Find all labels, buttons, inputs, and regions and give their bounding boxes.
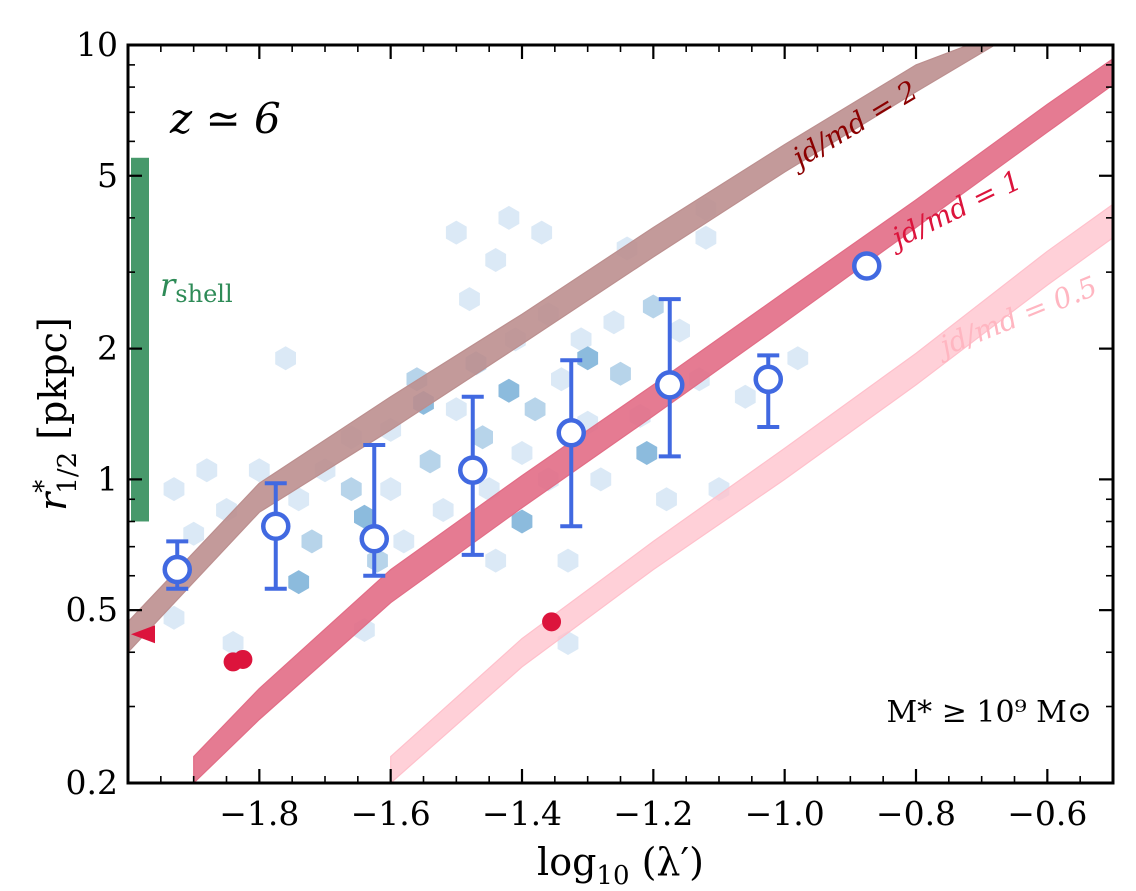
x-tick-label: −1.8 [219,794,299,833]
y-tick-label: 0.2 [66,763,118,802]
hexbin-cell [459,287,480,312]
hexbin-cell [248,458,270,483]
y-axis-label: r*1/2 [pkpc] [29,317,83,511]
hexbin-cell [570,327,592,352]
x-tick-label: −0.8 [876,794,956,833]
redshift-label: z ≃ 6 [169,94,281,143]
hexbin-cell [472,425,493,450]
hexbin-cell [196,458,218,483]
hexbin-cell [551,367,572,392]
hexbin-cell [183,521,205,546]
hexbin-cell [603,310,625,335]
median-point [162,554,192,585]
median-point [359,524,389,554]
hexbin-cell [498,378,520,403]
shell-layer [131,157,149,522]
points-layer [131,251,882,672]
median-point [655,370,685,400]
hexbin-cell [610,361,631,386]
y-tick-label: 0.5 [66,590,118,629]
y-tick-label: 2 [97,329,118,368]
hexbin-cell [485,548,507,573]
model-band-jd-md-0-5 [390,203,1113,783]
hexbin-cell [498,205,520,230]
hexbin-cell [511,509,533,534]
hexbin-cell [445,397,467,422]
hexbin-cell [669,318,690,343]
hexbin-cell [288,487,310,512]
hexbin-cell [432,498,454,522]
x-tick-label: −1.0 [745,794,825,833]
hexbin-cell [445,220,467,245]
hexbin-cell [485,248,507,272]
hexbin-layer [163,196,809,655]
model-bands-layer [128,45,1113,783]
y-tick-label: 1 [97,459,118,498]
hexbin-cell [636,441,658,465]
observed-point [542,612,562,632]
band-label-0: jd/md = 2 [781,74,923,177]
x-tick-label: −0.6 [1007,794,1087,833]
hexbin-cell [419,449,441,474]
median-point [753,364,783,395]
y-tick-label: 10 [76,25,118,64]
hexbin-cell [163,477,185,502]
hexbin-cell [577,346,599,371]
x-tick-label: −1.2 [613,794,693,833]
x-axis-label: log10 (λ′) [537,840,704,891]
x-tick-label: −1.6 [351,794,431,833]
hexbin-cell [301,529,323,554]
hexbin-cell [340,477,362,502]
hexbin-cell [787,346,809,371]
observed-point [233,649,253,669]
median-point [556,418,586,448]
model-band-jd-md-1 [193,57,1113,783]
shell-range-bar [131,157,149,522]
median-point [261,511,291,542]
hexbin-cell [524,397,546,422]
hexbin-cell [590,467,612,492]
y-tick-label: 5 [97,156,118,195]
median-point [458,455,488,485]
x-tick-label: −1.4 [482,794,562,833]
hexbin-cell [354,504,375,529]
hexbin-cell [531,220,553,245]
hexbin-cell [695,225,717,250]
shell-label: rshell [160,266,233,308]
hexbin-cell [393,529,415,554]
hexbin-cell [734,384,756,409]
hexbin-cell [163,605,185,630]
median-point [852,251,882,281]
hexbin-cell [222,631,244,655]
hexbin-cell [275,346,296,371]
mass-cut-label: M* ≥ 10⁹ M⊙ [886,695,1092,730]
hexbin-cell [380,477,402,502]
hexbin-cell [511,441,533,465]
hexbin-cell [557,548,579,573]
hexbin-cell [642,294,664,319]
upper-limit-marker [131,625,155,644]
hexbin-cell [656,487,677,512]
model-band-jd-md-2 [128,45,996,654]
hexbin-cell [288,570,310,595]
axes-layer: −1.8 −1.6 −1.4 −1.2 −1.0 −0.8 −0.6 0.2 0.5 1 2 5 10 l… [29,25,1115,891]
